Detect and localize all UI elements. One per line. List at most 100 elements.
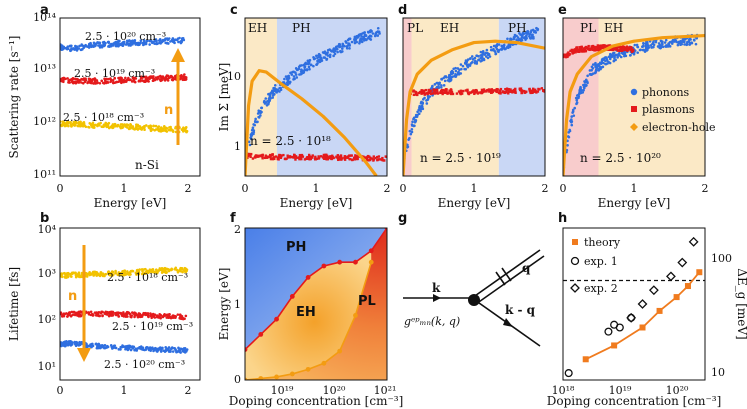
- phonons-point: [283, 77, 286, 81]
- plasmons-point: [596, 46, 599, 49]
- plasmons-point: [249, 154, 252, 157]
- plasmons-point: [295, 156, 298, 159]
- phonons-point: [376, 26, 380, 30]
- plasmons-point: [489, 88, 492, 91]
- phonons-point: [366, 37, 370, 40]
- plasmons-point: [424, 88, 428, 92]
- series-0-point: [148, 39, 152, 43]
- series-0-point: [157, 39, 161, 42]
- series-0-point: [121, 272, 125, 275]
- series-electron-hole: [245, 69, 378, 176]
- panel-f-frame: [244, 227, 388, 381]
- phonons-point: [339, 49, 342, 53]
- d-region-PL: PL: [407, 21, 423, 35]
- series-0-point: [75, 47, 78, 51]
- e-xticks: 0 1 2: [560, 182, 709, 195]
- plasmons-point: [577, 48, 580, 51]
- boundary-point: [321, 263, 327, 269]
- series-1-point: [179, 76, 183, 80]
- plasmons-point: [367, 159, 370, 162]
- plasmons-point: [268, 153, 272, 157]
- phonons-point: [486, 56, 490, 60]
- panel-c: c EH PH n = 2.5 · 10¹⁸ 1 10 0 1 2 Energy…: [217, 3, 391, 210]
- phonons-point: [484, 55, 488, 58]
- phonons-point: [583, 80, 586, 83]
- panel-d-plot: [403, 18, 545, 176]
- series-2-point: [66, 342, 69, 346]
- legend-marker-phonons: [630, 88, 638, 96]
- phonons-point: [532, 30, 536, 34]
- plasmons-point: [349, 154, 352, 157]
- series-plasmons: [409, 87, 545, 97]
- plasmons-point: [578, 46, 582, 50]
- series-1-point: [170, 75, 174, 78]
- phonons-point: [260, 106, 263, 110]
- plasmons-point: [604, 44, 607, 47]
- series-1-point: [100, 79, 104, 83]
- plasmons-point: [381, 158, 384, 162]
- series-0-point: [138, 268, 141, 271]
- boundary-point: [274, 316, 279, 322]
- phonons-point: [294, 73, 298, 76]
- phonons-point: [414, 113, 418, 117]
- phonons-point: [685, 43, 689, 46]
- boundary-point: [258, 376, 264, 380]
- phonons-point: [575, 101, 579, 104]
- phonons-point: [279, 88, 283, 92]
- phonons-point: [586, 81, 589, 85]
- series-2-point: [154, 128, 158, 131]
- phonons-point: [598, 64, 601, 68]
- h-xtick-18: 10¹⁸: [552, 384, 575, 397]
- series-1-point: [141, 313, 144, 317]
- plasmons-point: [325, 157, 328, 161]
- series-2-point: [136, 128, 140, 131]
- series-0-point: [127, 44, 131, 47]
- series-2-point: [147, 126, 151, 129]
- plasmons-point: [514, 89, 517, 92]
- phonons-point: [366, 30, 370, 34]
- phonons-point: [688, 42, 692, 46]
- b-ytick-1: 10¹: [38, 360, 56, 373]
- phonons-point: [456, 67, 460, 70]
- plasmons-point: [269, 157, 273, 161]
- phonons-point: [502, 45, 505, 49]
- plasmons-point: [277, 155, 281, 159]
- a-ytick-14: 10¹⁴: [33, 11, 56, 24]
- series-2-point: [154, 124, 158, 128]
- series-0-point: [60, 272, 64, 275]
- phonons-point: [646, 44, 650, 47]
- series-2-point: [80, 341, 83, 344]
- series-1-point: [128, 312, 132, 316]
- phonons-point: [323, 56, 327, 59]
- series-0-point: [80, 44, 83, 47]
- phonons-point: [467, 63, 471, 67]
- series-2-point: [127, 127, 131, 131]
- phonons-point: [613, 56, 616, 60]
- plasmons-point: [445, 89, 448, 92]
- plasmons-point: [283, 157, 287, 161]
- series-1-point: [184, 75, 187, 79]
- panel-f: f PH EH PL 0 1 2 10¹⁹ 10²⁰ 10²¹ Doping c…: [217, 211, 403, 408]
- phonons-point: [250, 128, 254, 132]
- plasmons-point: [350, 154, 353, 157]
- plasmons-point: [595, 48, 599, 52]
- phonons-point: [350, 40, 354, 44]
- phonons-point: [495, 47, 499, 51]
- plasmons-point: [260, 154, 263, 158]
- phonons-point: [346, 38, 350, 42]
- series-2-point: [69, 344, 73, 347]
- phonons-point: [492, 44, 496, 48]
- plasmons-point: [376, 155, 379, 159]
- phonons-point: [582, 83, 585, 87]
- series-0-point: [95, 270, 99, 274]
- plasmons-point: [615, 47, 618, 50]
- phonons-point: [325, 58, 328, 61]
- phonons-point: [471, 60, 474, 64]
- plasmons-point: [490, 91, 494, 94]
- plasmons-point: [475, 91, 478, 94]
- exp1-point: [615, 323, 624, 332]
- phonons-point: [442, 84, 446, 87]
- f-xtick-20: 10²⁰: [323, 384, 346, 397]
- series-0-point: [155, 41, 159, 45]
- phonons-point: [588, 69, 592, 72]
